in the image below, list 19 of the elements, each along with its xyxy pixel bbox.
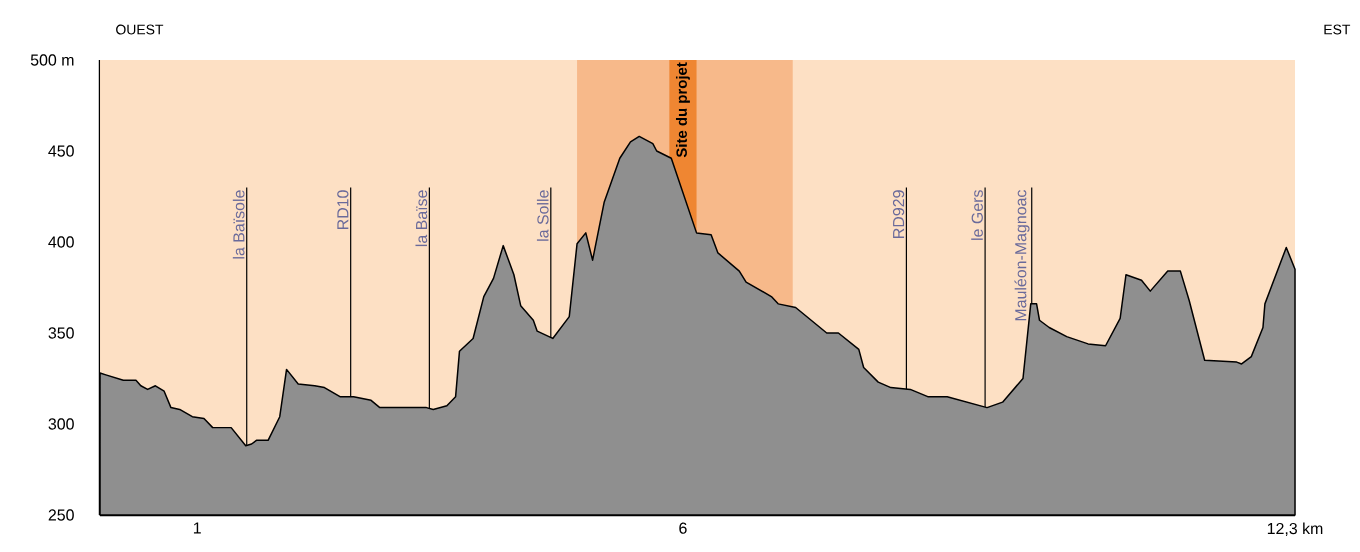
ref-line-label: la Baïsole [232, 190, 245, 259]
ref-line-label: RD10 [337, 190, 349, 230]
ref-line-label: la Baïse [415, 190, 428, 247]
x-tick-label: 1 [193, 522, 201, 534]
band-label: Site du projet [675, 62, 690, 158]
y-tick-label: 450 [48, 145, 74, 157]
ref-line-label: Mauléon-Magnoac [1014, 190, 1030, 321]
ref-line-label: le Gers [971, 190, 983, 240]
text: EST [1324, 24, 1351, 35]
y-tick-label: 300 [48, 418, 74, 430]
x-tick-label: 12,3 km [1267, 522, 1323, 537]
y-tick-label: 400 [48, 236, 74, 248]
ref-line-label: la Solle [536, 190, 549, 241]
x-tick-label: 6 [679, 522, 687, 534]
text: OUEST [116, 24, 164, 35]
y-tick-label: 350 [48, 327, 74, 339]
y-tick-label: 250 [48, 509, 74, 521]
y-tick-label: 500 m [30, 54, 74, 66]
ref-line-label: RD929 [892, 190, 905, 238]
